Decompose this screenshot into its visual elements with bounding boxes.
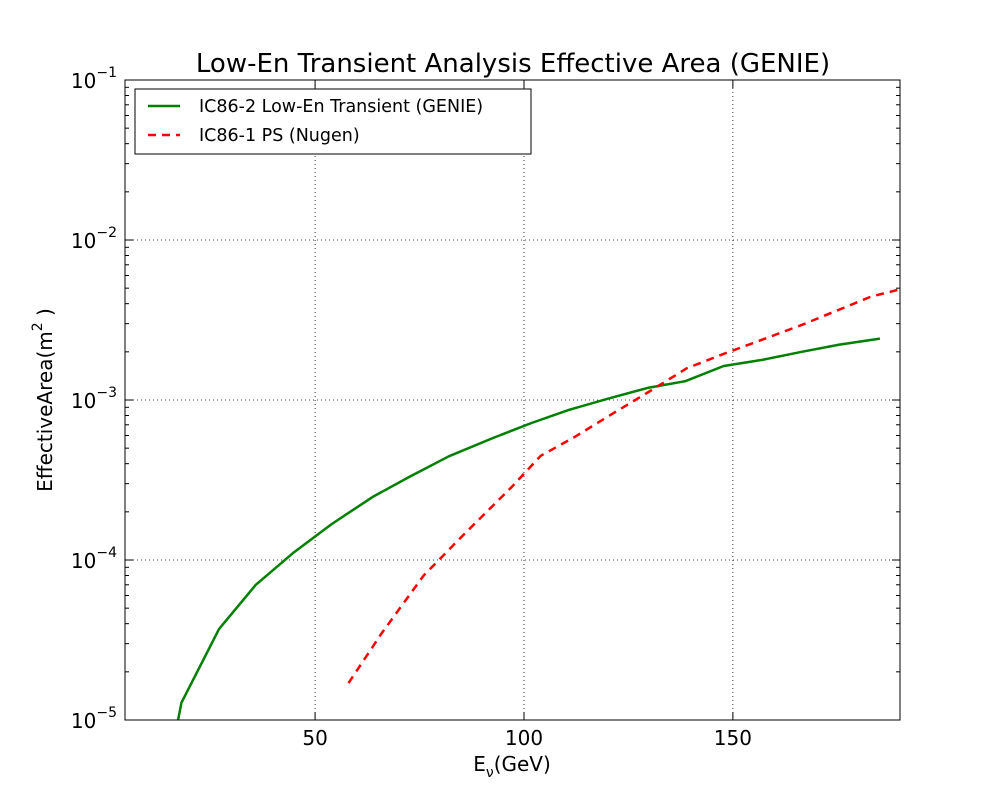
y-tick-label: 10−1 [71,65,117,93]
series-line-0 [176,337,881,720]
x-axis-label-base: E [473,752,486,776]
y-axis-label-sup: 2 [30,322,46,331]
series-group [176,288,900,720]
y-tick-label-base: 10 [71,389,96,413]
x-axis-label-sub: ν [486,765,494,781]
grid [125,80,900,720]
legend: IC86-2 Low-En Transient (GENIE) IC86-1 P… [134,88,532,155]
y-tick-label: 10−2 [71,225,117,253]
y-tick-label-base: 10 [71,549,96,573]
y-tick-label-base: 10 [71,709,96,733]
x-axis-label: Eν(GeV) [473,752,551,781]
chart-title: Low-En Transient Analysis Effective Area… [196,49,830,79]
y-tick-label: 10−4 [71,545,117,573]
x-tick-label: 50 [302,726,327,750]
legend-label-ic86-1: IC86-1 PS (Nugen) [199,126,360,146]
x-tick-label: 100 [505,726,543,750]
series-line-1 [347,288,900,684]
y-axis-label: EffectiveArea(m2 ) [30,308,57,492]
y-tick-label: 10−5 [71,705,117,733]
y-axis-label-rest: ) [33,308,57,322]
y-tick-label-base: 10 [71,69,96,93]
y-tick-label-base: 10 [71,229,96,253]
legend-box [134,88,532,155]
y-tick-label: 10−3 [71,385,117,413]
legend-label-ic86-2: IC86-2 Low-En Transient (GENIE) [199,97,483,117]
y-axis-label-base: EffectiveArea(m [33,331,57,492]
y-tick-label-exponent: −5 [96,705,117,721]
y-tick-label-exponent: −1 [96,65,117,81]
y-tick-label-exponent: −3 [96,385,117,401]
y-tick-label-exponent: −2 [96,225,117,241]
y-tick-label-exponent: −4 [96,545,117,561]
x-tick-label: 150 [714,726,752,750]
x-axis-label-rest: (GeV) [494,752,551,776]
